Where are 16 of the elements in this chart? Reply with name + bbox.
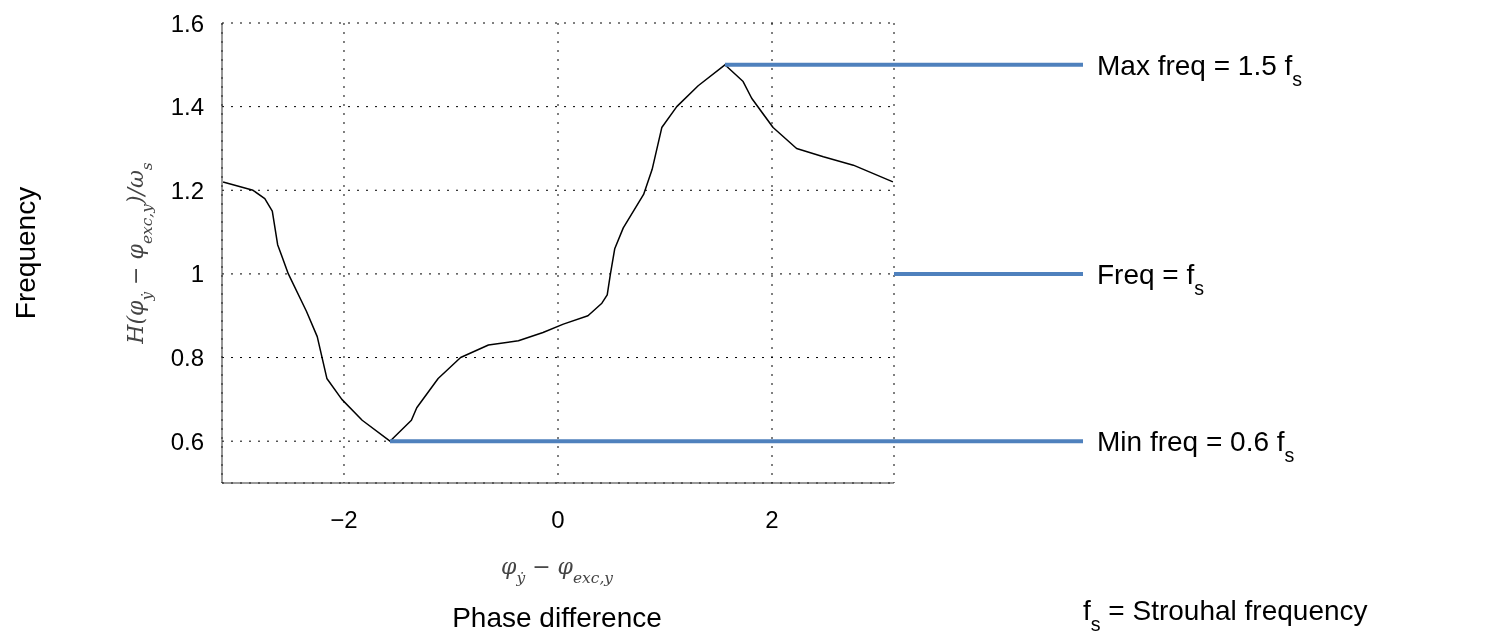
text: Frequency [10, 186, 41, 320]
x-tick-label: 0 [551, 506, 565, 534]
text: Phase difference [452, 602, 662, 633]
y-tick-label: 0.8 [170, 344, 204, 372]
ref-line-label: Max freq = 1.5 f$_{s}$ [1097, 49, 1303, 90]
text: f$_{s}$ = Strouhal frequency [1083, 595, 1368, 635]
y-tick-label: 1.2 [170, 176, 204, 204]
y-tick-label: 1 [190, 260, 204, 288]
x-tick-label: 2 [765, 506, 779, 534]
y-tick-label: 1.4 [170, 93, 204, 121]
x-tick-label: −2 [330, 506, 358, 534]
y-tick-label: 1.6 [170, 9, 204, 37]
x-axis-title: φ$_{ẏ}$ − φ$_{exc,y}$ [501, 554, 614, 587]
y-tick-label: 0.6 [170, 427, 204, 455]
ref-line-label: Freq = f$_{s}$ [1097, 258, 1205, 299]
ref-line-label: Min freq = 0.6 f$_{s}$ [1097, 426, 1295, 467]
